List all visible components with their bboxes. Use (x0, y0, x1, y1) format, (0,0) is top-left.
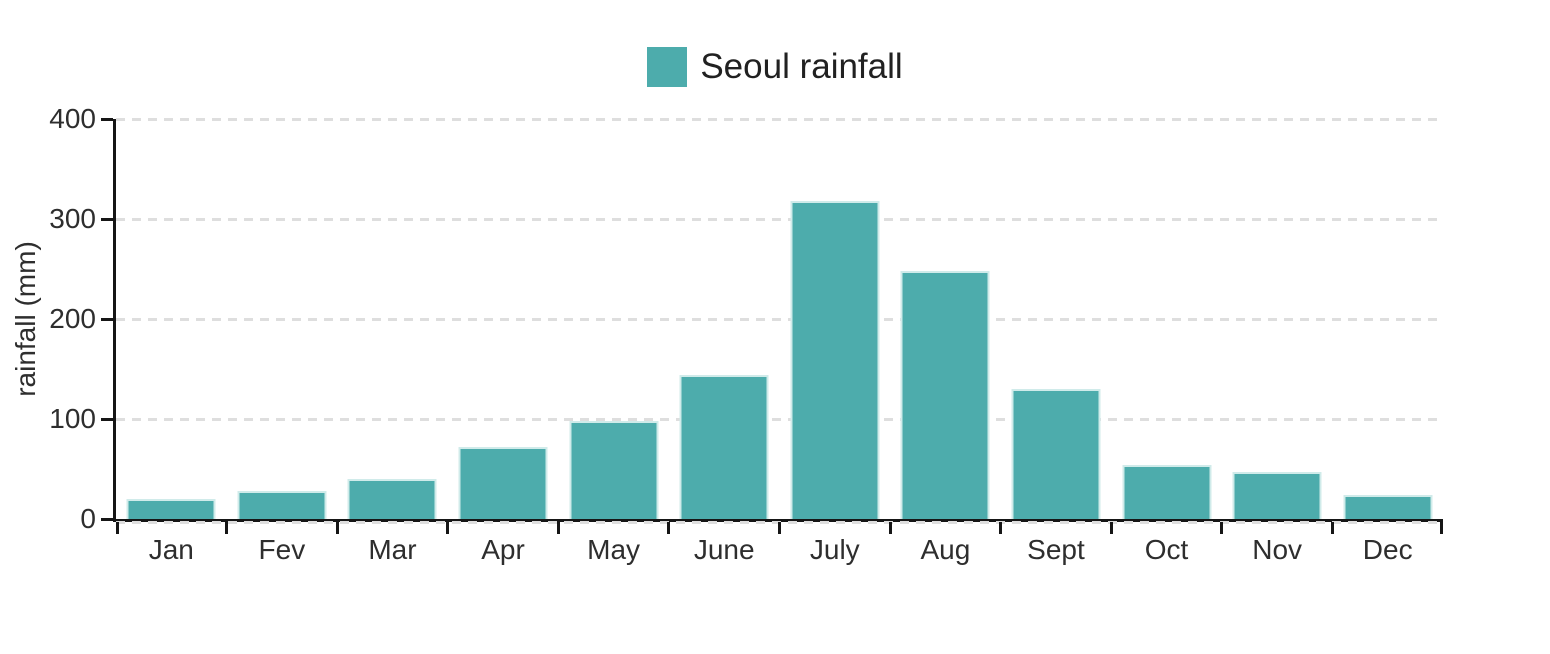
x-tick (556, 522, 560, 534)
x-tick (1220, 522, 1224, 534)
bar-may[interactable] (569, 421, 659, 519)
x-axis-label: June (693, 534, 755, 565)
gridline (116, 317, 1439, 321)
x-axis-label: May (587, 534, 641, 565)
bar-slot (890, 119, 1001, 519)
gridline (116, 117, 1439, 121)
y-tick-label: 0 (80, 503, 96, 534)
x-axis-label: Oct (1144, 534, 1189, 565)
y-tick (101, 117, 113, 121)
bar-nov[interactable] (1232, 472, 1322, 519)
bar-slot (669, 119, 780, 519)
x-axis-label: Nov (1252, 534, 1303, 565)
x-tick (335, 522, 339, 534)
gridline (116, 217, 1439, 221)
x-tick (999, 522, 1003, 534)
x-tick (1109, 522, 1113, 534)
y-tick-label: 400 (49, 103, 96, 134)
x-tick (446, 522, 450, 534)
x-axis-label: Jan (148, 534, 194, 565)
bar-slot (1222, 119, 1333, 519)
y-tick (101, 517, 113, 521)
x-axis-label: Apr (481, 534, 525, 565)
bar-sept[interactable] (1011, 389, 1101, 519)
bar-slot (1111, 119, 1222, 519)
bar-apr[interactable] (458, 447, 548, 519)
legend-item[interactable]: Seoul rainfall (0, 47, 1550, 87)
gridline (116, 520, 1439, 524)
bar-june[interactable] (679, 375, 769, 519)
bar-jan[interactable] (126, 499, 216, 519)
x-tick (1330, 522, 1334, 534)
y-tick (101, 317, 113, 321)
bar-oct[interactable] (1122, 465, 1212, 519)
bar-slot (227, 119, 338, 519)
bar-slot (780, 119, 891, 519)
bar-dec[interactable] (1343, 495, 1433, 519)
x-axis-label: Fev (258, 534, 306, 565)
bar-slot (558, 119, 669, 519)
x-axis-label: July (809, 534, 860, 565)
plot-area: 0 100 200 300 400 Jan Fev Mar Apr May June July Aug… (49, 103, 1443, 565)
bar-fev[interactable] (237, 491, 327, 519)
x-axis-label: Dec (1362, 534, 1413, 565)
x-tick (667, 522, 671, 534)
y-tick-label: 300 (49, 203, 96, 234)
x-axis-label: Aug (920, 534, 971, 565)
y-tick (101, 417, 113, 421)
bar-slot (448, 119, 559, 519)
x-tick (778, 522, 781, 534)
x-tick (225, 522, 229, 534)
x-tick (116, 522, 119, 534)
y-tick-label: 200 (49, 303, 96, 334)
x-axis-label: Sept (1027, 534, 1085, 565)
bar-july[interactable] (790, 201, 880, 519)
x-axis-label: Mar (368, 534, 417, 565)
bar-slot (116, 119, 227, 519)
x-tick (1440, 522, 1443, 534)
bar-slot (1001, 119, 1112, 519)
y-tick (101, 217, 113, 221)
bar-mar[interactable] (347, 479, 437, 519)
bar-aug[interactable] (900, 271, 990, 519)
x-tick (888, 522, 892, 534)
legend-swatch (647, 47, 688, 87)
legend-label: Seoul rainfall (700, 47, 903, 86)
bar-slot (337, 119, 448, 519)
y-tick-label: 100 (49, 403, 96, 434)
gridline (116, 417, 1439, 421)
bar-slot (1332, 119, 1443, 519)
